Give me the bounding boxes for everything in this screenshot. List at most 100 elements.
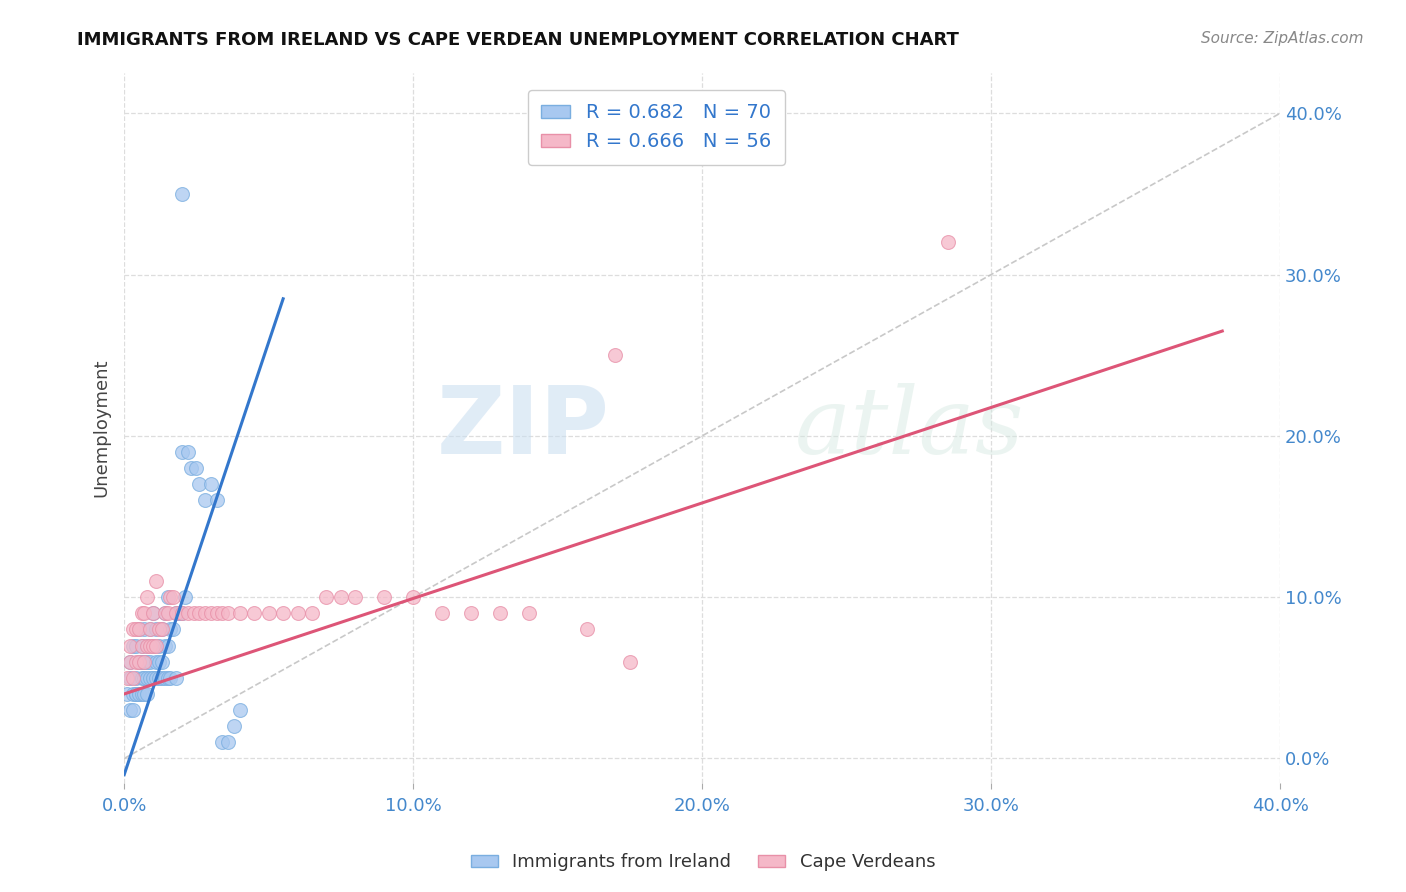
Point bbox=[145, 574, 167, 588]
Point bbox=[139, 623, 162, 637]
Point bbox=[136, 639, 159, 653]
Point bbox=[211, 607, 233, 621]
Point bbox=[170, 186, 193, 201]
Point bbox=[936, 235, 959, 250]
Point bbox=[150, 623, 173, 637]
Point bbox=[142, 639, 165, 653]
Point bbox=[125, 687, 148, 701]
Point bbox=[344, 590, 367, 604]
Point bbox=[183, 607, 205, 621]
Point bbox=[125, 623, 148, 637]
Point bbox=[139, 671, 162, 685]
Point bbox=[122, 703, 145, 717]
Point bbox=[287, 607, 309, 621]
Point bbox=[118, 639, 141, 653]
Point bbox=[167, 607, 190, 621]
Point bbox=[128, 687, 150, 701]
Point bbox=[517, 607, 540, 621]
Point bbox=[194, 493, 217, 508]
Text: Source: ZipAtlas.com: Source: ZipAtlas.com bbox=[1201, 31, 1364, 46]
Point bbox=[136, 590, 159, 604]
Point bbox=[148, 639, 170, 653]
Point bbox=[165, 607, 187, 621]
Point bbox=[128, 655, 150, 669]
Point bbox=[136, 671, 159, 685]
Point bbox=[271, 607, 294, 621]
Point bbox=[134, 687, 156, 701]
Point bbox=[153, 607, 176, 621]
Point bbox=[145, 671, 167, 685]
Point bbox=[489, 607, 512, 621]
Point bbox=[142, 671, 165, 685]
Point bbox=[139, 623, 162, 637]
Point bbox=[134, 671, 156, 685]
Point bbox=[243, 607, 266, 621]
Point bbox=[128, 623, 150, 637]
Legend: Immigrants from Ireland, Cape Verdeans: Immigrants from Ireland, Cape Verdeans bbox=[464, 847, 942, 879]
Point bbox=[229, 703, 252, 717]
Point bbox=[134, 655, 156, 669]
Point bbox=[402, 590, 425, 604]
Point bbox=[156, 607, 179, 621]
Point bbox=[373, 590, 395, 604]
Point bbox=[136, 655, 159, 669]
Point bbox=[115, 687, 138, 701]
Point bbox=[139, 639, 162, 653]
Point bbox=[148, 671, 170, 685]
Point bbox=[205, 607, 228, 621]
Point bbox=[156, 671, 179, 685]
Point bbox=[134, 607, 156, 621]
Point bbox=[142, 607, 165, 621]
Point bbox=[139, 655, 162, 669]
Text: atlas: atlas bbox=[794, 383, 1024, 473]
Point bbox=[257, 607, 280, 621]
Point bbox=[177, 607, 200, 621]
Point bbox=[150, 623, 173, 637]
Point bbox=[159, 671, 181, 685]
Point bbox=[162, 623, 184, 637]
Point bbox=[131, 671, 153, 685]
Point bbox=[148, 623, 170, 637]
Point bbox=[460, 607, 482, 621]
Point bbox=[170, 607, 193, 621]
Point bbox=[131, 655, 153, 669]
Point bbox=[229, 607, 252, 621]
Point bbox=[125, 639, 148, 653]
Point bbox=[174, 590, 197, 604]
Point bbox=[145, 639, 167, 653]
Point bbox=[122, 639, 145, 653]
Point bbox=[136, 687, 159, 701]
Point bbox=[131, 639, 153, 653]
Point bbox=[145, 655, 167, 669]
Point bbox=[118, 671, 141, 685]
Point bbox=[200, 607, 222, 621]
Point bbox=[159, 590, 181, 604]
Point bbox=[125, 687, 148, 701]
Point bbox=[222, 719, 245, 733]
Point bbox=[575, 623, 598, 637]
Point bbox=[122, 623, 145, 637]
Point bbox=[125, 655, 148, 669]
Text: IMMIGRANTS FROM IRELAND VS CAPE VERDEAN UNEMPLOYMENT CORRELATION CHART: IMMIGRANTS FROM IRELAND VS CAPE VERDEAN … bbox=[77, 31, 959, 49]
Point bbox=[177, 445, 200, 459]
Point bbox=[122, 671, 145, 685]
Point bbox=[131, 687, 153, 701]
Point bbox=[118, 655, 141, 669]
Point bbox=[301, 607, 323, 621]
Point bbox=[194, 607, 217, 621]
Point bbox=[205, 493, 228, 508]
Point bbox=[150, 671, 173, 685]
Point bbox=[125, 671, 148, 685]
Point bbox=[148, 655, 170, 669]
Point bbox=[153, 639, 176, 653]
Point bbox=[142, 671, 165, 685]
Point bbox=[217, 735, 239, 749]
Point bbox=[186, 461, 208, 475]
Point bbox=[128, 655, 150, 669]
Point bbox=[115, 671, 138, 685]
Point bbox=[180, 461, 202, 475]
Point bbox=[131, 639, 153, 653]
Point bbox=[211, 735, 233, 749]
Point bbox=[134, 655, 156, 669]
Point bbox=[118, 655, 141, 669]
